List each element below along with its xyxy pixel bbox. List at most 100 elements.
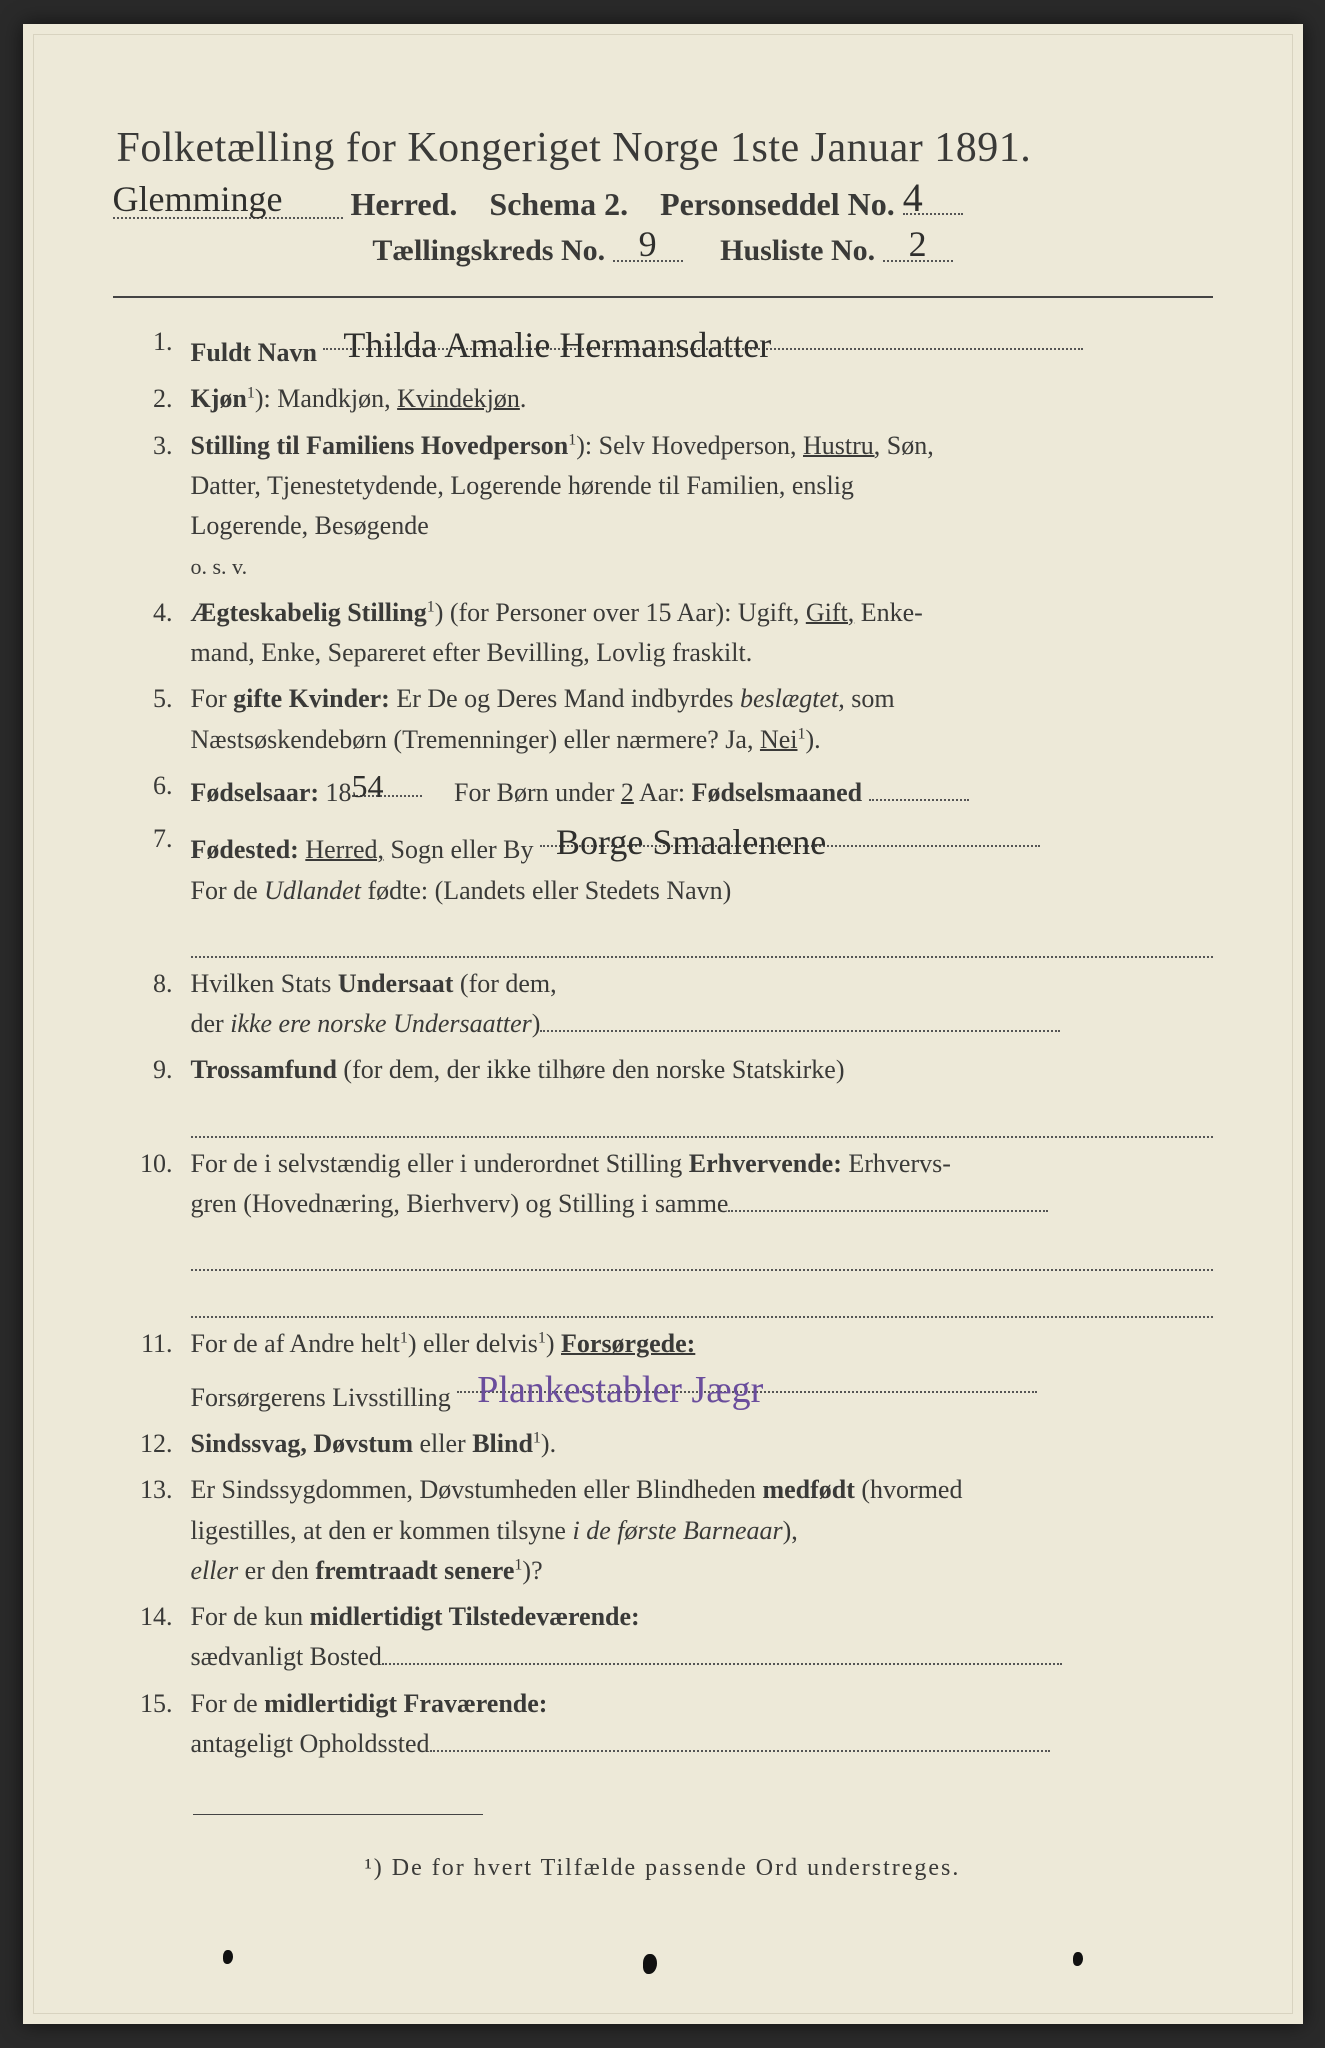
field-6-label: Fødselsaar:: [191, 778, 320, 807]
field-7-l2a: For de: [191, 876, 265, 905]
field-8-l2: der: [191, 1009, 231, 1038]
field-5-underlined: Nei: [760, 725, 798, 754]
field-4-line2: mand, Enke, Separeret efter Bevilling, L…: [191, 638, 753, 667]
field-13-text: Er Sindssygdommen, Døvstumheden eller Bl…: [191, 1475, 763, 1504]
field-num: 11.: [113, 1324, 191, 1418]
field-8-rest: (for dem,: [453, 969, 556, 998]
field-8-tail: ): [532, 1009, 541, 1038]
sup-1: 1: [533, 1429, 541, 1446]
field-10-l2: gren (Hovednæring, Bierhverv) og Stillin…: [191, 1189, 729, 1218]
field-15-b: midlertidigt Fraværende:: [264, 1689, 547, 1718]
field-14-l2: sædvanligt Bosted: [191, 1642, 382, 1671]
field-5-r2: som: [845, 684, 895, 713]
footnote-marker: ¹): [365, 1855, 384, 1881]
field-9-rest: (for dem, der ikke tilhøre den norske St…: [337, 1055, 845, 1084]
field-10-line1: [728, 1184, 1048, 1212]
field-4-underlined: Gift,: [806, 598, 854, 627]
field-11-line: Plankestabler Jægr: [457, 1365, 1037, 1393]
field-num: 13.: [113, 1470, 191, 1591]
field-9-line: [191, 1097, 1213, 1138]
field-8-i: ikke ere norske Undersaatter: [230, 1009, 532, 1038]
field-12: 12. Sindssvag, Døvstum eller Blind1).: [113, 1424, 1213, 1464]
field-10: 10. For de i selvstændig eller i underor…: [113, 1144, 1213, 1319]
field-11: 11. For de af Andre helt1) eller delvis1…: [113, 1324, 1213, 1418]
field-12-rest: eller: [413, 1429, 472, 1458]
field-5-r1: Er De og Deres Mand indbyrdes: [390, 684, 740, 713]
field-2-tail: .: [520, 384, 527, 413]
field-3-line3: Logerende, Besøgende: [191, 511, 429, 540]
field-1-label: Fuldt Navn: [191, 338, 317, 367]
field-7-i1: Udlandet: [264, 876, 361, 905]
herred-handwritten: Glemminge: [113, 179, 283, 219]
field-num: 15.: [113, 1684, 191, 1765]
field-14-b: midlertidigt Tilstedeværende:: [310, 1602, 640, 1631]
field-8-text: Hvilken Stats: [191, 969, 338, 998]
ink-blot: [223, 1950, 233, 1964]
field-7-value: Borge Smaalenene: [540, 822, 826, 862]
field-num: 10.: [113, 1144, 191, 1319]
field-3-line4: o. s. v.: [191, 554, 248, 579]
field-2-rest: ): Mandkjøn,: [255, 384, 397, 413]
sup-1: 1: [400, 1330, 408, 1347]
husliste-field: 2: [883, 227, 953, 262]
field-6-month-line: [869, 773, 969, 801]
field-6-b2: Fødselsmaaned: [692, 778, 862, 807]
husliste-label: Husliste No.: [720, 234, 875, 267]
field-11-b: Forsørgede:: [561, 1329, 695, 1358]
field-10-line3: [191, 1277, 1213, 1318]
field-8-line: [540, 1004, 1060, 1032]
field-13: 13. Er Sindssygdommen, Døvstumheden elle…: [113, 1470, 1213, 1591]
field-10-text: For de i selvstændig eller i underordnet…: [191, 1149, 689, 1178]
husliste-value: 2: [909, 224, 927, 264]
field-15: 15. For de midlertidigt Fraværende: anta…: [113, 1684, 1213, 1765]
field-8: 8. Hvilken Stats Undersaat (for dem, der…: [113, 964, 1213, 1045]
field-15-l2: antageligt Opholdssted: [191, 1729, 430, 1758]
kreds-field: 9: [613, 227, 683, 262]
field-9-b: Trossamfund: [191, 1055, 337, 1084]
field-3-label: Stilling til Familiens Hovedperson: [191, 431, 569, 460]
field-6-value: 54: [352, 768, 384, 804]
schema-label: Schema 2.: [489, 186, 628, 222]
field-6-two: 2: [621, 778, 634, 807]
field-6-rest: For Børn under: [454, 778, 621, 807]
field-10-b: Erhvervende:: [689, 1149, 842, 1178]
field-13-rest: (hvormed: [855, 1475, 963, 1504]
field-num: 6.: [113, 766, 191, 813]
field-num: 14.: [113, 1597, 191, 1678]
field-13-l3b: er den: [238, 1556, 315, 1585]
field-14-line: [382, 1637, 1062, 1665]
field-num: 4.: [113, 593, 191, 674]
field-7-rest: Sogn eller By: [384, 835, 534, 864]
header-line-1: Glemminge Herred. Schema 2. Personseddel…: [113, 178, 1213, 223]
field-1-line: Thilda Amalie Hermansdatter: [323, 322, 1083, 350]
field-num: 2.: [113, 379, 191, 419]
field-num: 9.: [113, 1050, 191, 1137]
field-11-text: For de af Andre helt: [191, 1329, 400, 1358]
field-3-line2: Datter, Tjenestetydende, Logerende høren…: [191, 471, 854, 500]
field-14-text: For de kun: [191, 1602, 310, 1631]
field-4-rest: ) (for Personer over 15 Aar): Ugift,: [435, 598, 806, 627]
field-7-line: Borge Smaalenene: [540, 819, 1040, 847]
field-2-underlined: Kvindekjøn: [397, 384, 520, 413]
field-5-l2a: Næstsøskendebørn (Tremenninger) eller næ…: [191, 725, 760, 754]
field-5-t1: For: [191, 684, 234, 713]
sup-1: 1: [538, 1330, 546, 1347]
person-no-value: 4: [903, 175, 923, 220]
kreds-value: 9: [639, 224, 657, 264]
field-13-l2a: ligestilles, at den er kommen tilsyne: [191, 1516, 573, 1545]
field-6: 6. Fødselsaar: 1854 For Børn under 2 Aar…: [113, 766, 1213, 813]
field-12-tail: ).: [541, 1429, 556, 1458]
field-4-label: Ægteskabelig Stilling: [191, 598, 427, 627]
field-15-text: For de: [191, 1689, 265, 1718]
field-13-i: i de første Barneaar: [572, 1516, 782, 1545]
field-3: 3. Stilling til Familiens Hovedperson1):…: [113, 426, 1213, 587]
field-7-underlined: Herred,: [305, 835, 384, 864]
field-6-rest2: Aar:: [634, 778, 692, 807]
field-3-rest: ): Selv Hovedperson,: [576, 431, 803, 460]
field-12-b1: Sindssvag, Døvstum: [191, 1429, 414, 1458]
field-4-tail: Enke-: [854, 598, 923, 627]
field-5: 5. For gifte Kvinder: Er De og Deres Man…: [113, 679, 1213, 760]
field-11-value: Plankestabler Jægr: [457, 1369, 763, 1411]
field-10-rest: Erhvervs-: [842, 1149, 951, 1178]
field-7-l2b: fødte: (Landets eller Stedets Navn): [361, 876, 731, 905]
